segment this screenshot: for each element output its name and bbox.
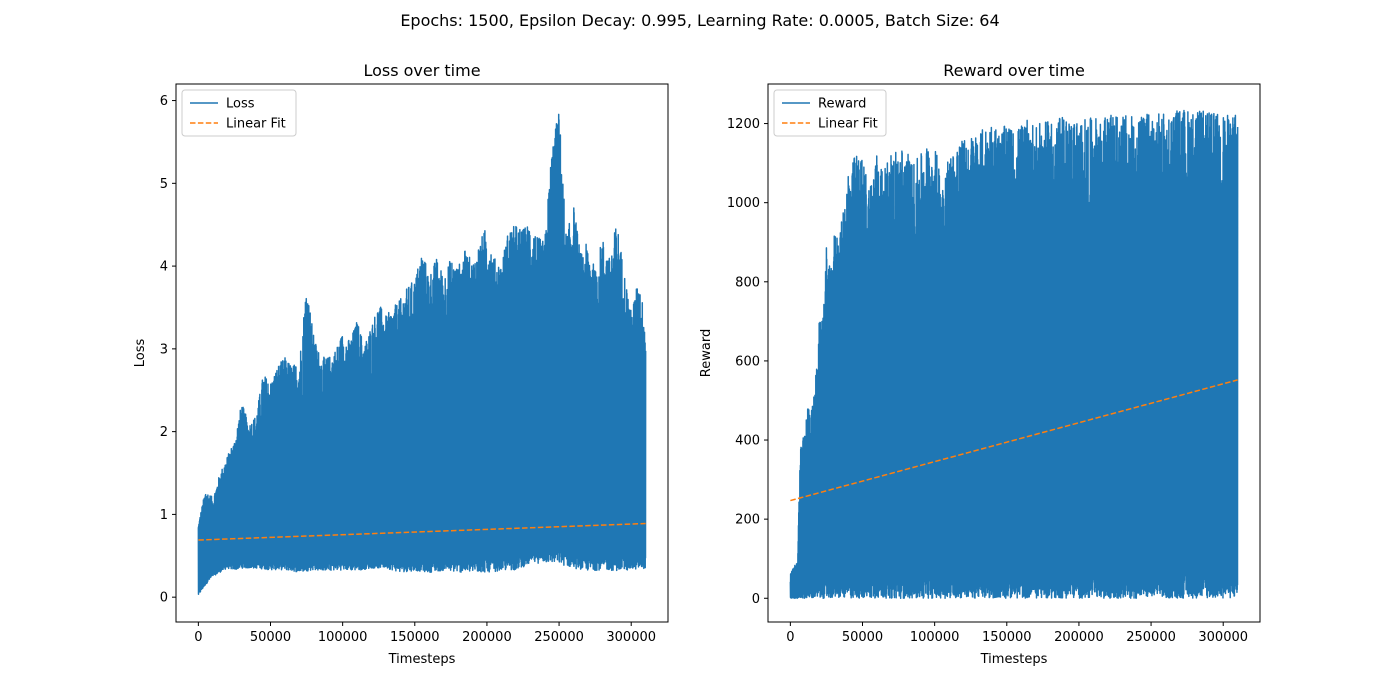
y-tick-label: 400 — [735, 434, 760, 449]
legend-label-linear-fit: Linear Fit — [226, 117, 286, 132]
series-linear-fit-line — [790, 379, 1238, 502]
series-reward-line — [789, 109, 1239, 599]
x-tick-label: 200000 — [462, 630, 512, 645]
y-tick-label: 200 — [735, 513, 760, 528]
x-tick-label: 0 — [194, 630, 202, 645]
figure-suptitle: Epochs: 1500, Epsilon Decay: 0.995, Lear… — [400, 11, 1000, 30]
x-tick-label: 150000 — [390, 630, 440, 645]
y-tick-label: 600 — [735, 354, 760, 369]
y-tick-label: 5 — [160, 177, 168, 192]
x-tick-label: 150000 — [982, 630, 1032, 645]
x-tick-label: 100000 — [910, 630, 960, 645]
x-tick-label: 100000 — [318, 630, 368, 645]
x-tick-label: 0 — [786, 630, 794, 645]
x-tick-label: 300000 — [606, 630, 656, 645]
y-axis-label: Reward — [699, 329, 714, 377]
x-axis-label: Timesteps — [980, 652, 1048, 667]
series-linear-fit-line — [198, 522, 646, 541]
axes-frame — [175, 83, 669, 623]
y-tick-label: 0 — [752, 592, 760, 607]
x-tick-label: 250000 — [1126, 630, 1176, 645]
legend-label-loss: Loss — [226, 97, 255, 112]
reward-chart: Reward over time 0 50000 100000 150000 200000… — [699, 61, 1261, 667]
legend-box — [181, 89, 297, 137]
legend: Loss Linear Fit — [181, 89, 297, 137]
x-tick-label: 50000 — [250, 630, 291, 645]
x-tick-label: 300000 — [1198, 630, 1248, 645]
plot-area — [789, 109, 1239, 599]
y-tick-label: 6 — [160, 94, 168, 109]
y-tick-label: 0 — [160, 591, 168, 606]
y-tick-label: 800 — [735, 275, 760, 290]
x-axis-label: Timesteps — [388, 652, 456, 667]
x-tick-label: 50000 — [842, 630, 883, 645]
legend-label-linear-fit: Linear Fit — [818, 117, 878, 132]
y-tick-label: 4 — [160, 260, 168, 275]
x-tick-label: 250000 — [534, 630, 584, 645]
y-tick-label: 2 — [160, 425, 168, 440]
axes-frame — [767, 83, 1261, 623]
y-tick-label: 1200 — [727, 117, 760, 132]
legend: Reward Linear Fit — [773, 89, 887, 137]
x-tick-label: 200000 — [1054, 630, 1104, 645]
plot-area — [197, 113, 647, 595]
chart-title: Loss over time — [363, 61, 480, 80]
y-axis-label: Loss — [133, 339, 148, 368]
y-tick-label: 1000 — [727, 196, 760, 211]
chart-title: Reward over time — [943, 61, 1085, 80]
y-tick-label: 3 — [160, 342, 168, 357]
series-loss-line — [197, 113, 647, 595]
legend-box — [773, 89, 887, 137]
y-tick-label: 1 — [160, 508, 168, 523]
legend-label-reward: Reward — [818, 97, 866, 112]
